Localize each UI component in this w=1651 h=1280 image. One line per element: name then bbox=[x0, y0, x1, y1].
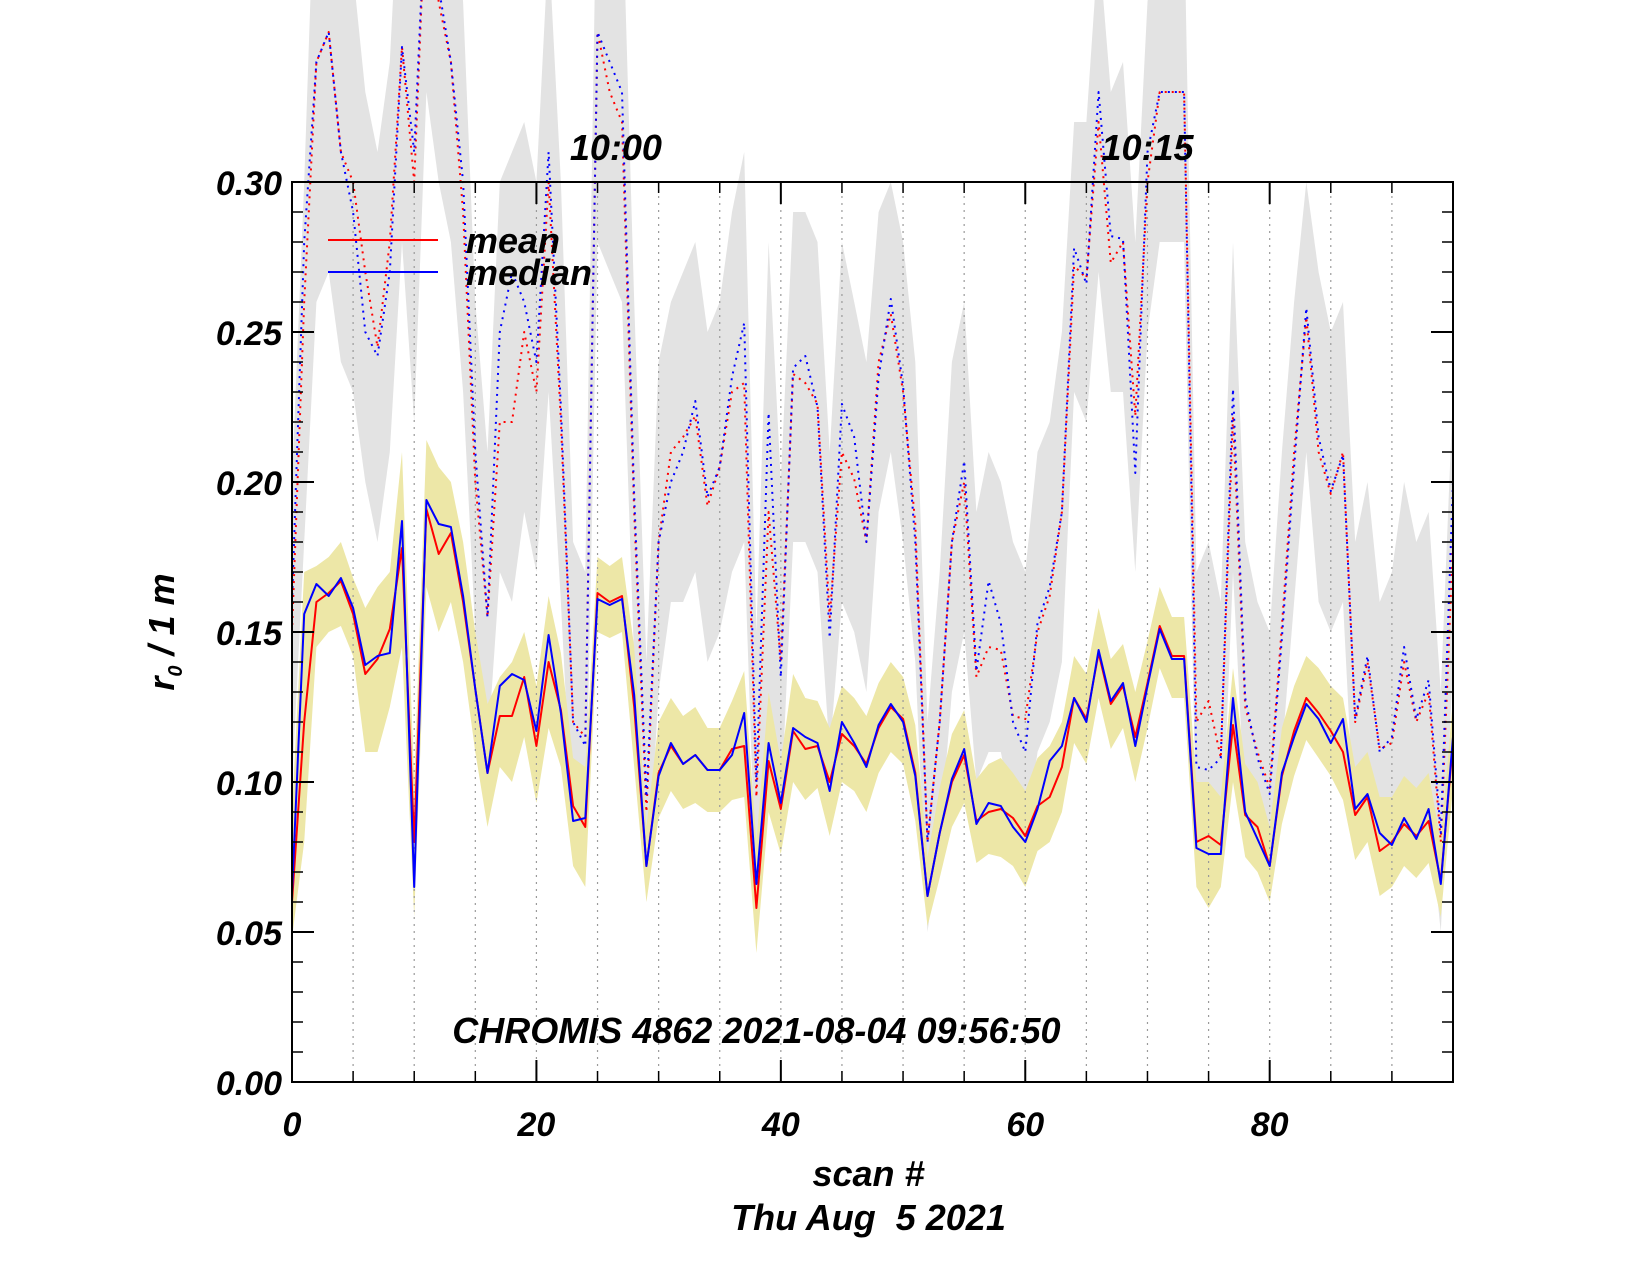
y-axis-title: r0 / 1 m bbox=[141, 573, 187, 690]
legend-median-label: median bbox=[466, 252, 592, 293]
x-tick-label: 20 bbox=[517, 1106, 556, 1144]
y-tick-label: 0.00 bbox=[216, 1065, 282, 1103]
y-tick-label: 0.30 bbox=[216, 165, 282, 203]
main-spread-band bbox=[292, 440, 1453, 953]
y-tick-label: 0.05 bbox=[216, 915, 283, 953]
y-axis-title-rest: / 1 m bbox=[141, 573, 182, 665]
y-axis-title-subscript: 0 bbox=[165, 665, 187, 676]
time-marker-label: 10:00 bbox=[570, 127, 662, 168]
y-tick-label: 0.10 bbox=[216, 765, 282, 803]
x-tick-label: 0 bbox=[283, 1106, 302, 1144]
median-series-line bbox=[292, 499, 1453, 897]
x-tick-label: 40 bbox=[761, 1106, 800, 1144]
x-tick-label: 60 bbox=[1006, 1106, 1044, 1144]
chart-annotation: CHROMIS 4862 2021-08-04 09:56:50 bbox=[452, 1010, 1060, 1051]
time-marker-label: 10:15 bbox=[1101, 127, 1194, 168]
date-label: Thu Aug 5 2021 bbox=[731, 1197, 1006, 1238]
x-tick-label: 80 bbox=[1251, 1106, 1289, 1144]
median-upper-dotted-line bbox=[292, 0, 1453, 843]
y-tick-label: 0.20 bbox=[216, 465, 282, 503]
y-tick-label: 0.25 bbox=[216, 315, 283, 353]
x-axis-title: scan # bbox=[812, 1153, 924, 1194]
y-axis-title-main: r bbox=[141, 675, 182, 691]
y-tick-label: 0.15 bbox=[216, 615, 283, 653]
legend-mean-label: mean bbox=[466, 220, 560, 261]
